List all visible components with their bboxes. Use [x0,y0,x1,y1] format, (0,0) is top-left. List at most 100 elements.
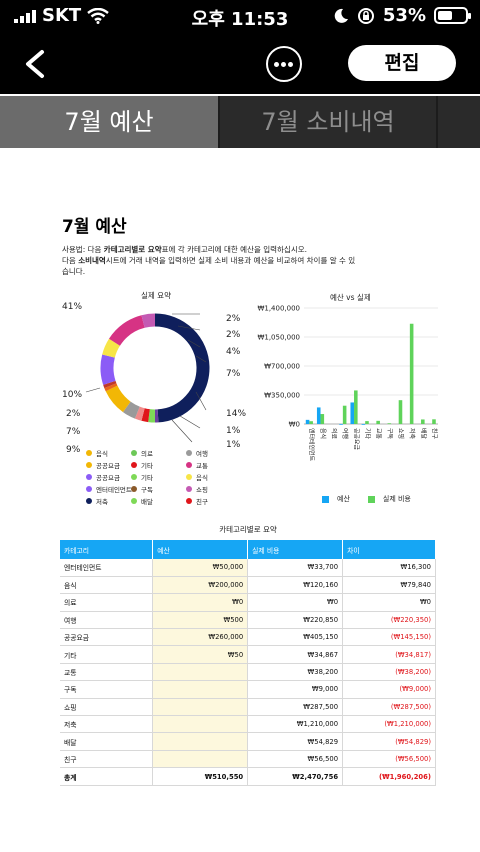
more-button[interactable] [266,46,302,82]
table-row[interactable]: 친구 ₩56,500 (₩56,500) [60,750,436,769]
header-category[interactable]: 카테고리 [60,540,154,559]
cell-difference[interactable]: (₩1,960,206) [342,767,436,787]
table-row[interactable]: 구독 ₩9,000 (₩9,000) [60,680,436,699]
cell-category[interactable]: 기타 [60,645,154,664]
cell-difference[interactable]: (₩38,200) [342,663,436,682]
cell-category[interactable]: 의료 [60,593,154,612]
bar-actual[interactable] [376,420,380,424]
cell-difference[interactable]: (₩54,829) [342,732,436,751]
table-row[interactable]: 쇼핑 ₩287,500 (₩287,500) [60,698,436,717]
table-row[interactable]: 엔터테인먼트 ₩50,000 ₩33,700 ₩16,300 [60,559,436,577]
cell-budget[interactable]: ₩200,000 [152,576,249,595]
cell-difference[interactable]: (₩1,210,000) [342,715,436,734]
cell-budget[interactable] [152,698,249,717]
cell-actual[interactable]: ₩0 [247,593,344,612]
cell-category[interactable]: 저축 [60,715,154,734]
cell-budget[interactable] [152,680,249,699]
cell-category[interactable]: 총계 [60,767,154,787]
cell-category[interactable]: 음식 [60,576,154,595]
bar-actual[interactable] [432,419,436,424]
table-row[interactable]: 배달 ₩54,829 (₩54,829) [60,732,436,751]
cell-budget[interactable]: ₩500 [152,611,249,630]
bar-budget[interactable] [339,423,343,425]
donut-slice-5[interactable] [122,401,140,419]
table-total-row[interactable]: 총계 ₩510,550 ₩2,470,756 (₩1,960,206) [60,767,436,787]
donut-slice-6[interactable] [105,385,131,413]
bar-budget[interactable] [305,419,310,424]
cell-actual[interactable]: ₩2,470,756 [247,767,344,787]
cell-budget[interactable]: ₩0 [152,593,249,612]
bar-actual[interactable] [398,400,403,424]
cell-actual[interactable]: ₩9,000 [247,680,344,699]
cell-actual[interactable]: ₩120,160 [247,576,344,595]
back-button[interactable] [18,44,58,84]
cell-category[interactable]: 구독 [60,680,154,699]
bar-actual[interactable] [409,323,414,424]
cell-budget[interactable]: ₩50 [152,645,249,664]
bar-budget[interactable] [350,402,355,424]
cell-budget[interactable] [152,750,249,769]
cell-difference[interactable]: ₩79,840 [342,576,436,595]
cell-actual[interactable]: ₩34,867 [247,645,344,664]
bar-actual[interactable] [309,421,313,424]
category-summary-table[interactable]: 카테고리 예산 실제 비용 차이 엔터테인먼트 ₩50,000 ₩33,700 ₩16… [60,540,436,787]
cell-difference[interactable]: (₩145,150) [342,628,436,647]
cell-category[interactable]: 교통 [60,663,154,682]
cell-budget[interactable] [152,663,249,682]
tab-july-spending[interactable]: 7월 소비내역 [220,96,436,148]
cell-category[interactable]: 공공요금 [60,628,154,647]
cell-difference[interactable]: ₩16,300 [342,559,436,577]
bar-chart[interactable]: ₩0 ₩350,000 ₩700,000 ₩1,050,000 ₩1,400,000 엔터… [248,300,448,490]
cell-difference[interactable]: (₩56,500) [342,750,436,769]
cell-difference[interactable]: (₩287,500) [342,698,436,717]
header-budget[interactable]: 예산 [152,540,249,559]
bar-budget[interactable] [361,423,366,425]
table-row[interactable]: 기타 ₩50 ₩34,867 (₩34,817) [60,645,436,664]
donut-slice-3[interactable] [141,408,150,423]
bar-budget[interactable] [316,407,321,424]
cell-difference[interactable]: (₩34,817) [342,645,436,664]
cell-actual[interactable]: ₩38,200 [247,663,344,682]
cell-actual[interactable]: ₩33,700 [247,559,344,577]
table-row[interactable]: 공공요금 ₩260,000 ₩405,150 (₩145,150) [60,628,436,647]
donut-slice-7[interactable] [104,383,118,392]
cell-budget[interactable]: ₩260,000 [152,628,249,647]
cell-actual[interactable]: ₩405,150 [247,628,344,647]
cell-budget[interactable] [152,732,249,751]
donut-slice-12[interactable] [141,313,156,328]
bar-actual[interactable] [421,419,425,424]
donut-slice-9[interactable] [100,354,116,385]
bar-actual[interactable] [365,421,369,424]
donut-slice-8[interactable] [103,380,117,389]
donut-chart[interactable] [60,300,250,450]
cell-category[interactable]: 여행 [60,611,154,630]
header-actual[interactable]: 실제 비용 [247,540,344,559]
cell-budget[interactable]: ₩50,000 [152,559,249,577]
table-row[interactable]: 의료 ₩0 ₩0 ₩0 [60,593,436,612]
cell-category[interactable]: 엔터테인먼트 [60,559,154,577]
cell-actual[interactable]: ₩54,829 [247,732,344,751]
table-row[interactable]: 음식 ₩200,000 ₩120,160 ₩79,840 [60,576,436,595]
cell-category[interactable]: 배달 [60,732,154,751]
sheet-canvas[interactable]: 7월 예산 사용법: 다음 카테고리별로 요약표에 각 카테고리에 대한 예산을… [0,148,480,852]
cell-category[interactable]: 쇼핑 [60,698,154,717]
donut-slice-10[interactable] [102,338,121,358]
donut-slice-4[interactable] [134,406,145,421]
donut-slice-0[interactable] [154,313,210,423]
cell-budget[interactable]: ₩510,550 [152,767,249,787]
table-row[interactable]: 교통 ₩38,200 (₩38,200) [60,663,436,682]
cell-actual[interactable]: ₩1,210,000 [247,715,344,734]
bar-actual[interactable] [342,405,347,424]
bar-actual[interactable] [320,414,325,424]
cell-budget[interactable] [152,715,249,734]
tab-july-budget[interactable]: 7월 예산 [0,96,218,148]
header-difference[interactable]: 차이 [342,540,436,559]
cell-actual[interactable]: ₩220,850 [247,611,344,630]
cell-difference[interactable]: (₩9,000) [342,680,436,699]
cell-difference[interactable]: (₩220,350) [342,611,436,630]
edit-button[interactable]: 편집 [348,45,456,81]
table-row[interactable]: 여행 ₩500 ₩220,850 (₩220,350) [60,611,436,630]
cell-difference[interactable]: ₩0 [342,593,436,612]
bar-actual[interactable] [354,390,358,424]
table-row[interactable]: 저축 ₩1,210,000 (₩1,210,000) [60,715,436,734]
